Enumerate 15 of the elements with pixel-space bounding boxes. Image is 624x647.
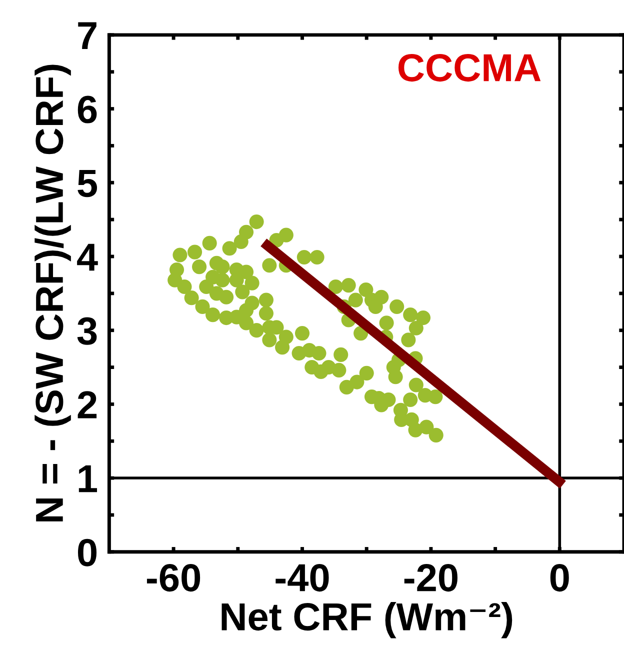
y-tick-label: 3 (77, 317, 97, 345)
y-tick-label: 0 (78, 538, 96, 566)
y-tick-label: 1 (78, 465, 98, 492)
x-tick-label: -60 (146, 564, 200, 592)
y-axis-title: N = - (SW CRF)/(LW CRF) (34, 64, 71, 522)
y-tick-label: 2 (78, 391, 97, 418)
x-tick-label: -20 (404, 564, 458, 592)
y-tick-label: 4 (77, 244, 98, 271)
x-tick-label: 0 (550, 564, 569, 592)
x-axis-title: Net CRF (Wm⁻²) (222, 602, 512, 638)
y-tick-label: 7 (78, 22, 96, 50)
annotation: CCCMA (398, 54, 541, 82)
x-tick-label: -40 (276, 564, 329, 592)
y-tick-label: 6 (78, 96, 97, 124)
y-tick-label: 5 (78, 170, 98, 198)
